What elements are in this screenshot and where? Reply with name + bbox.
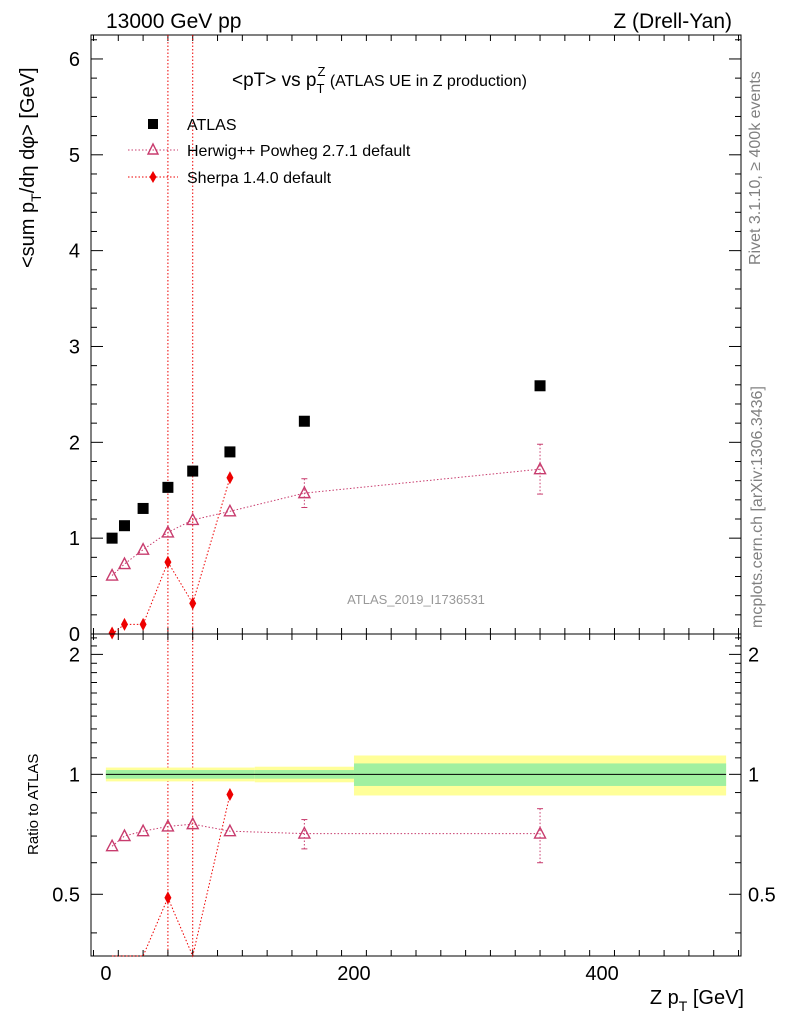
- watermark: ATLAS_2019_I1736531: [347, 592, 485, 607]
- atlas-point: [162, 481, 174, 493]
- ratio-tick-label-left: 0.5: [52, 884, 80, 906]
- legend-label-atlas: ATLAS: [187, 117, 237, 134]
- ratio-tick-label-left: 2: [69, 644, 80, 666]
- header-left: 13000 GeV pp: [106, 10, 241, 33]
- main-series: [105, 380, 547, 640]
- main-axis-ticks: 0 1 2 3 4 5 6: [69, 35, 741, 646]
- herwig-ratio-point: [533, 826, 547, 839]
- sherpa-line: [111, 477, 231, 635]
- sherpa-point: [120, 617, 128, 631]
- ratio-uncertainty-bands: [105, 755, 727, 796]
- x-tick-label: 0: [100, 963, 111, 985]
- y-tick-label: 2: [69, 432, 80, 454]
- atlas-point: [298, 415, 310, 427]
- ratio-tick-label-right: 0.5: [748, 884, 776, 906]
- herwig-line: [111, 468, 541, 576]
- x-tick-label: 400: [585, 963, 618, 985]
- main-panel: 0 1 2 3 4 5 6 <pT> vs pTZ (ATLAS UE in Z produ…: [17, 34, 742, 956]
- legend-label-sherpa: Sherpa 1.4.0 default: [187, 170, 332, 187]
- y-tick-label: 0: [69, 624, 80, 646]
- rivet-label: Rivet 3.1.10, ≥ 400k events: [747, 71, 764, 265]
- herwig-ratio-point: [297, 826, 312, 839]
- sherpa-point: [139, 617, 147, 631]
- x-axis-label: Z pT [GeV]: [650, 987, 744, 1014]
- sherpa-point: [164, 555, 172, 569]
- sherpa-ratio-line: [112, 794, 231, 958]
- reference-lines: [167, 35, 194, 956]
- herwig-point: [105, 568, 119, 581]
- herwig-ratio-point: [223, 823, 237, 837]
- atlas-point: [534, 380, 546, 392]
- atlas-point: [224, 446, 236, 458]
- atlas-point: [118, 520, 130, 532]
- herwig-point: [161, 524, 175, 538]
- ratio-panel: 0.5 0.5 1 1 2 2 0 200 400 Ratio to ATLAS Z pT [G…: [25, 633, 776, 1014]
- ratio-tick-label-right: 1: [748, 764, 759, 786]
- ratio-axis-ticks: 0.5 0.5 1 1 2 2 0 200 400: [52, 634, 776, 985]
- ratio-series: [105, 787, 547, 958]
- y-axis-label: <sum pT/dη dφ> [GeV]: [17, 67, 44, 268]
- herwig-point: [186, 512, 200, 526]
- sherpa-ratio-point: [164, 891, 172, 905]
- herwig-ratio-point: [136, 823, 150, 837]
- ratio-tick-label-right: 2: [748, 644, 759, 666]
- y-tick-label: 4: [69, 241, 80, 263]
- legend: ATLAS Herwig++ Powheg 2.7.1 default Sher…: [128, 117, 411, 187]
- chart-title: <pT> vs pTZ (ATLAS UE in Z production): [232, 64, 527, 96]
- sherpa-ratio-point: [226, 787, 234, 801]
- y-tick-label: 1: [69, 528, 80, 550]
- herwig-point: [297, 485, 312, 499]
- header-right: Z (Drell-Yan): [613, 10, 732, 33]
- herwig-ratio-point: [186, 816, 200, 830]
- ratio-y-label: Ratio to ATLAS: [25, 754, 42, 855]
- x-tick-label: 200: [337, 963, 370, 985]
- legend-label-herwig: Herwig++ Powheg 2.7.1 default: [187, 143, 411, 160]
- atlas-point: [137, 502, 149, 514]
- herwig-point: [533, 461, 547, 475]
- atlas-point: [106, 532, 118, 544]
- y-tick-label: 3: [69, 336, 80, 358]
- atlas-point: [187, 465, 199, 477]
- y-tick-label: 6: [69, 49, 80, 71]
- herwig-point: [117, 556, 132, 570]
- legend-marker-sherpa: [149, 171, 157, 183]
- herwig-ratio-point: [117, 828, 132, 842]
- herwig-ratio-point: [161, 818, 175, 832]
- legend-marker-atlas: [148, 119, 158, 129]
- sherpa-point: [226, 471, 234, 485]
- y-tick-label: 5: [69, 145, 80, 167]
- ratio-tick-label-left: 1: [69, 764, 80, 786]
- herwig-ratio-point: [105, 838, 119, 852]
- herwig-point: [136, 542, 150, 555]
- mcplots-label: mcplots.cern.ch [arXiv:1306.3436]: [749, 386, 766, 628]
- herwig-point: [223, 503, 237, 517]
- sherpa-point: [189, 596, 197, 610]
- sherpa-point: [108, 626, 116, 640]
- herwig-ratio-line: [111, 823, 541, 847]
- legend-marker-herwig: [146, 142, 160, 155]
